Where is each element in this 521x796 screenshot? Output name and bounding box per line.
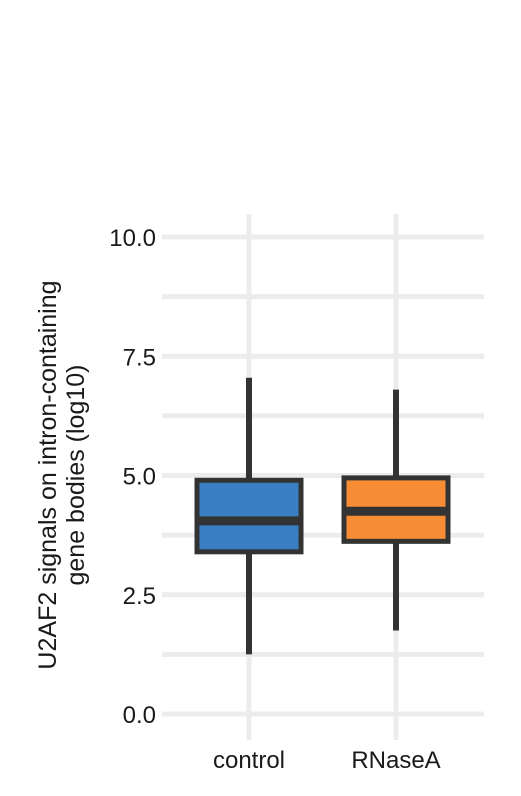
y-axis-title: U2AF2 signals on intron-containinggene b… [34,280,90,669]
x-tick-label-1: RNaseA [351,747,440,774]
y-tick-label-0: 0.0 [123,702,156,729]
boxes [194,377,451,655]
y-axis-title-line-1: gene bodies (log10) [62,365,90,586]
box-RNaseA [341,389,451,631]
x-axis-ticks: control RNaseA [213,747,441,774]
y-tick-label-2: 5.0 [123,464,156,491]
y-tick-label-3: 7.5 [123,344,156,371]
y-tick-label-1: 2.5 [123,583,156,610]
y-tick-label-4: 10.0 [109,225,156,252]
y-axis-title-line-0: U2AF2 signals on intron-containing [34,280,62,669]
y-axis-ticks: 0.0 2.5 5.0 7.5 10.0 [109,225,156,729]
box-body-control [194,477,304,555]
x-tick-label-0: control [213,747,285,774]
box-control [194,377,304,655]
